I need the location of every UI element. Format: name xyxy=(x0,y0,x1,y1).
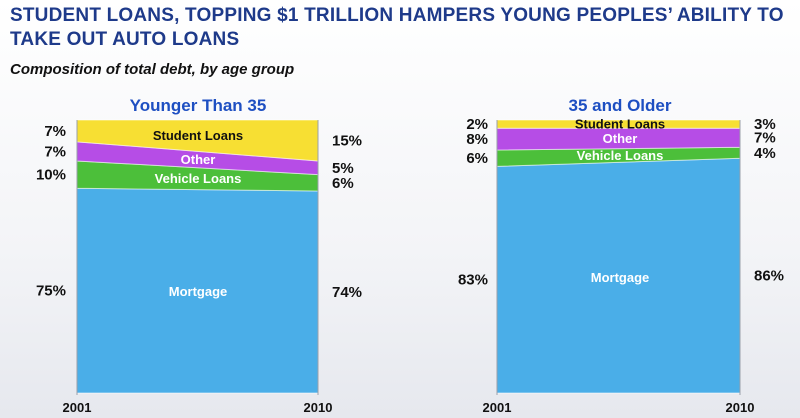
value-label-2010: 15% xyxy=(332,132,362,149)
value-label-2010: 5% xyxy=(332,160,354,177)
value-label-2010: 86% xyxy=(754,268,784,285)
value-label-2010: 3% xyxy=(754,116,776,133)
segment-label-other: Other xyxy=(603,131,638,146)
segment-label-vehicle-loans: Vehicle Loans xyxy=(577,148,664,163)
x-tick-label: 2001 xyxy=(63,400,92,415)
x-tick-label: 2001 xyxy=(483,400,512,415)
page-title: STUDENT LOANS, TOPPING $1 TRILLION HAMPE… xyxy=(10,5,784,50)
value-label-2010: 6% xyxy=(332,175,354,192)
value-label-2010: 74% xyxy=(332,284,362,301)
chart-subtitle: Composition of total debt, by age group xyxy=(10,61,295,78)
segment-label-mortgage: Mortgage xyxy=(169,284,228,299)
segment-label-student-loans: Student Loans xyxy=(575,117,665,132)
panel-title: Younger Than 35 xyxy=(130,96,267,115)
value-label-2001: 7% xyxy=(44,143,66,160)
segment-label-other: Other xyxy=(181,152,216,167)
value-label-2010: 4% xyxy=(754,145,776,162)
x-tick-label: 2010 xyxy=(726,400,755,415)
value-label-2001: 75% xyxy=(36,283,66,300)
segment-label-student-loans: Student Loans xyxy=(153,128,243,143)
panel-title: 35 and Older xyxy=(569,96,672,115)
value-label-2001: 10% xyxy=(36,167,66,184)
segment-label-mortgage: Mortgage xyxy=(591,270,650,285)
value-label-2001: 2% xyxy=(466,116,488,133)
value-label-2010: 7% xyxy=(754,130,776,147)
value-label-2001: 7% xyxy=(44,123,66,140)
value-label-2001: 6% xyxy=(466,150,488,167)
segment-label-vehicle-loans: Vehicle Loans xyxy=(155,171,242,186)
value-label-2001: 8% xyxy=(466,131,488,148)
chart-panel-2: 35 and Older Mortgage Vehicle Loans OtherSt… xyxy=(458,96,784,415)
value-label-2001: 83% xyxy=(458,272,488,289)
chart-panel-1: Younger Than 35 Mortgage Vehicle Loans Othe… xyxy=(36,96,362,415)
x-tick-label: 2010 xyxy=(304,400,333,415)
